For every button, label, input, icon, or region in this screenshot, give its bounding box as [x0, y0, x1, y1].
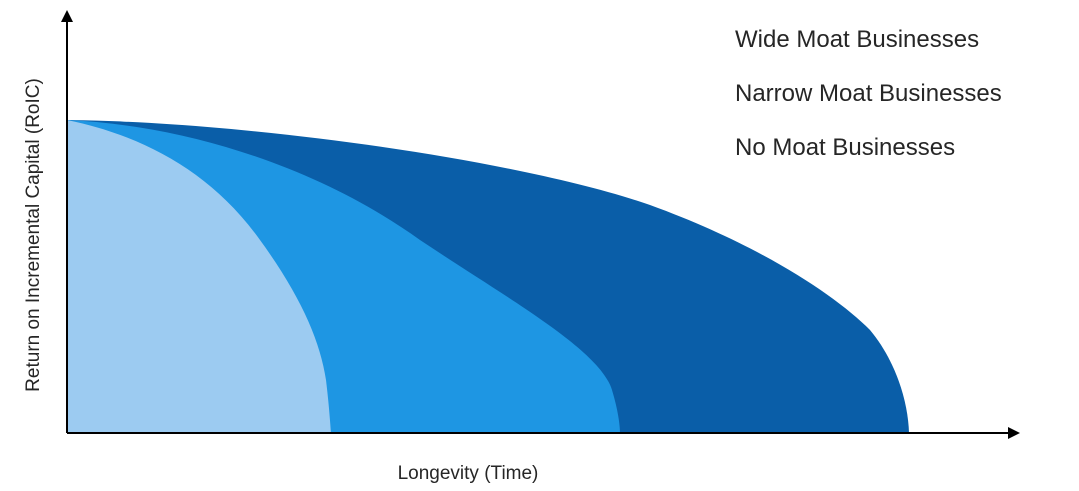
x-axis-arrow	[1008, 427, 1020, 439]
y-axis-arrow	[61, 10, 73, 22]
legend-no-moat: No Moat Businesses	[735, 134, 956, 161]
legend-wide-moat: Wide Moat Businesses	[735, 26, 980, 53]
legend-narrow-moat: Narrow Moat Businesses	[735, 80, 1002, 107]
x-axis-label: Longevity (Time)	[397, 463, 539, 484]
no-moat-area	[67, 120, 331, 433]
y-axis-label: Return on Incremental Capital (RoIC)	[23, 78, 44, 392]
